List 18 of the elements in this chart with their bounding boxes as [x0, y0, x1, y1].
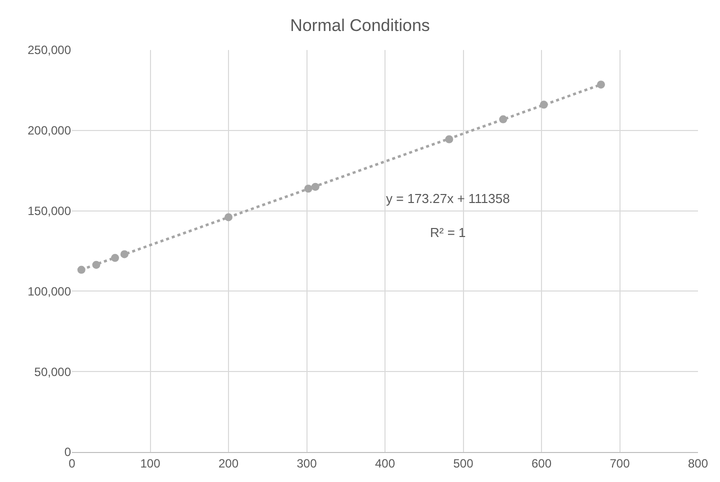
y-tick-label: 150,000 — [28, 204, 72, 218]
y-tick-label: 200,000 — [28, 124, 72, 138]
chart-title: Normal Conditions — [290, 16, 430, 36]
y-tick-label: 250,000 — [28, 43, 72, 58]
x-tick-label: 100 — [140, 456, 161, 470]
y-tick-label: 100,000 — [28, 284, 72, 298]
y-tick-label: 50,000 — [34, 364, 72, 379]
point — [596, 80, 605, 89]
x-tick-label: 600 — [531, 456, 552, 470]
x-tick-label: 800 — [688, 456, 708, 470]
annotation: R² = 1 — [430, 225, 466, 240]
x-tick-label: 500 — [453, 456, 474, 470]
y-tick-label: 0 — [64, 445, 72, 460]
x-tick-label: 300 — [296, 456, 318, 470]
x-tick-label: 200 — [218, 456, 239, 470]
annotation: y = 173.27x + 111358 — [386, 191, 510, 206]
x-tick-label: 400 — [374, 456, 396, 470]
x-tick-label: 700 — [610, 456, 630, 470]
